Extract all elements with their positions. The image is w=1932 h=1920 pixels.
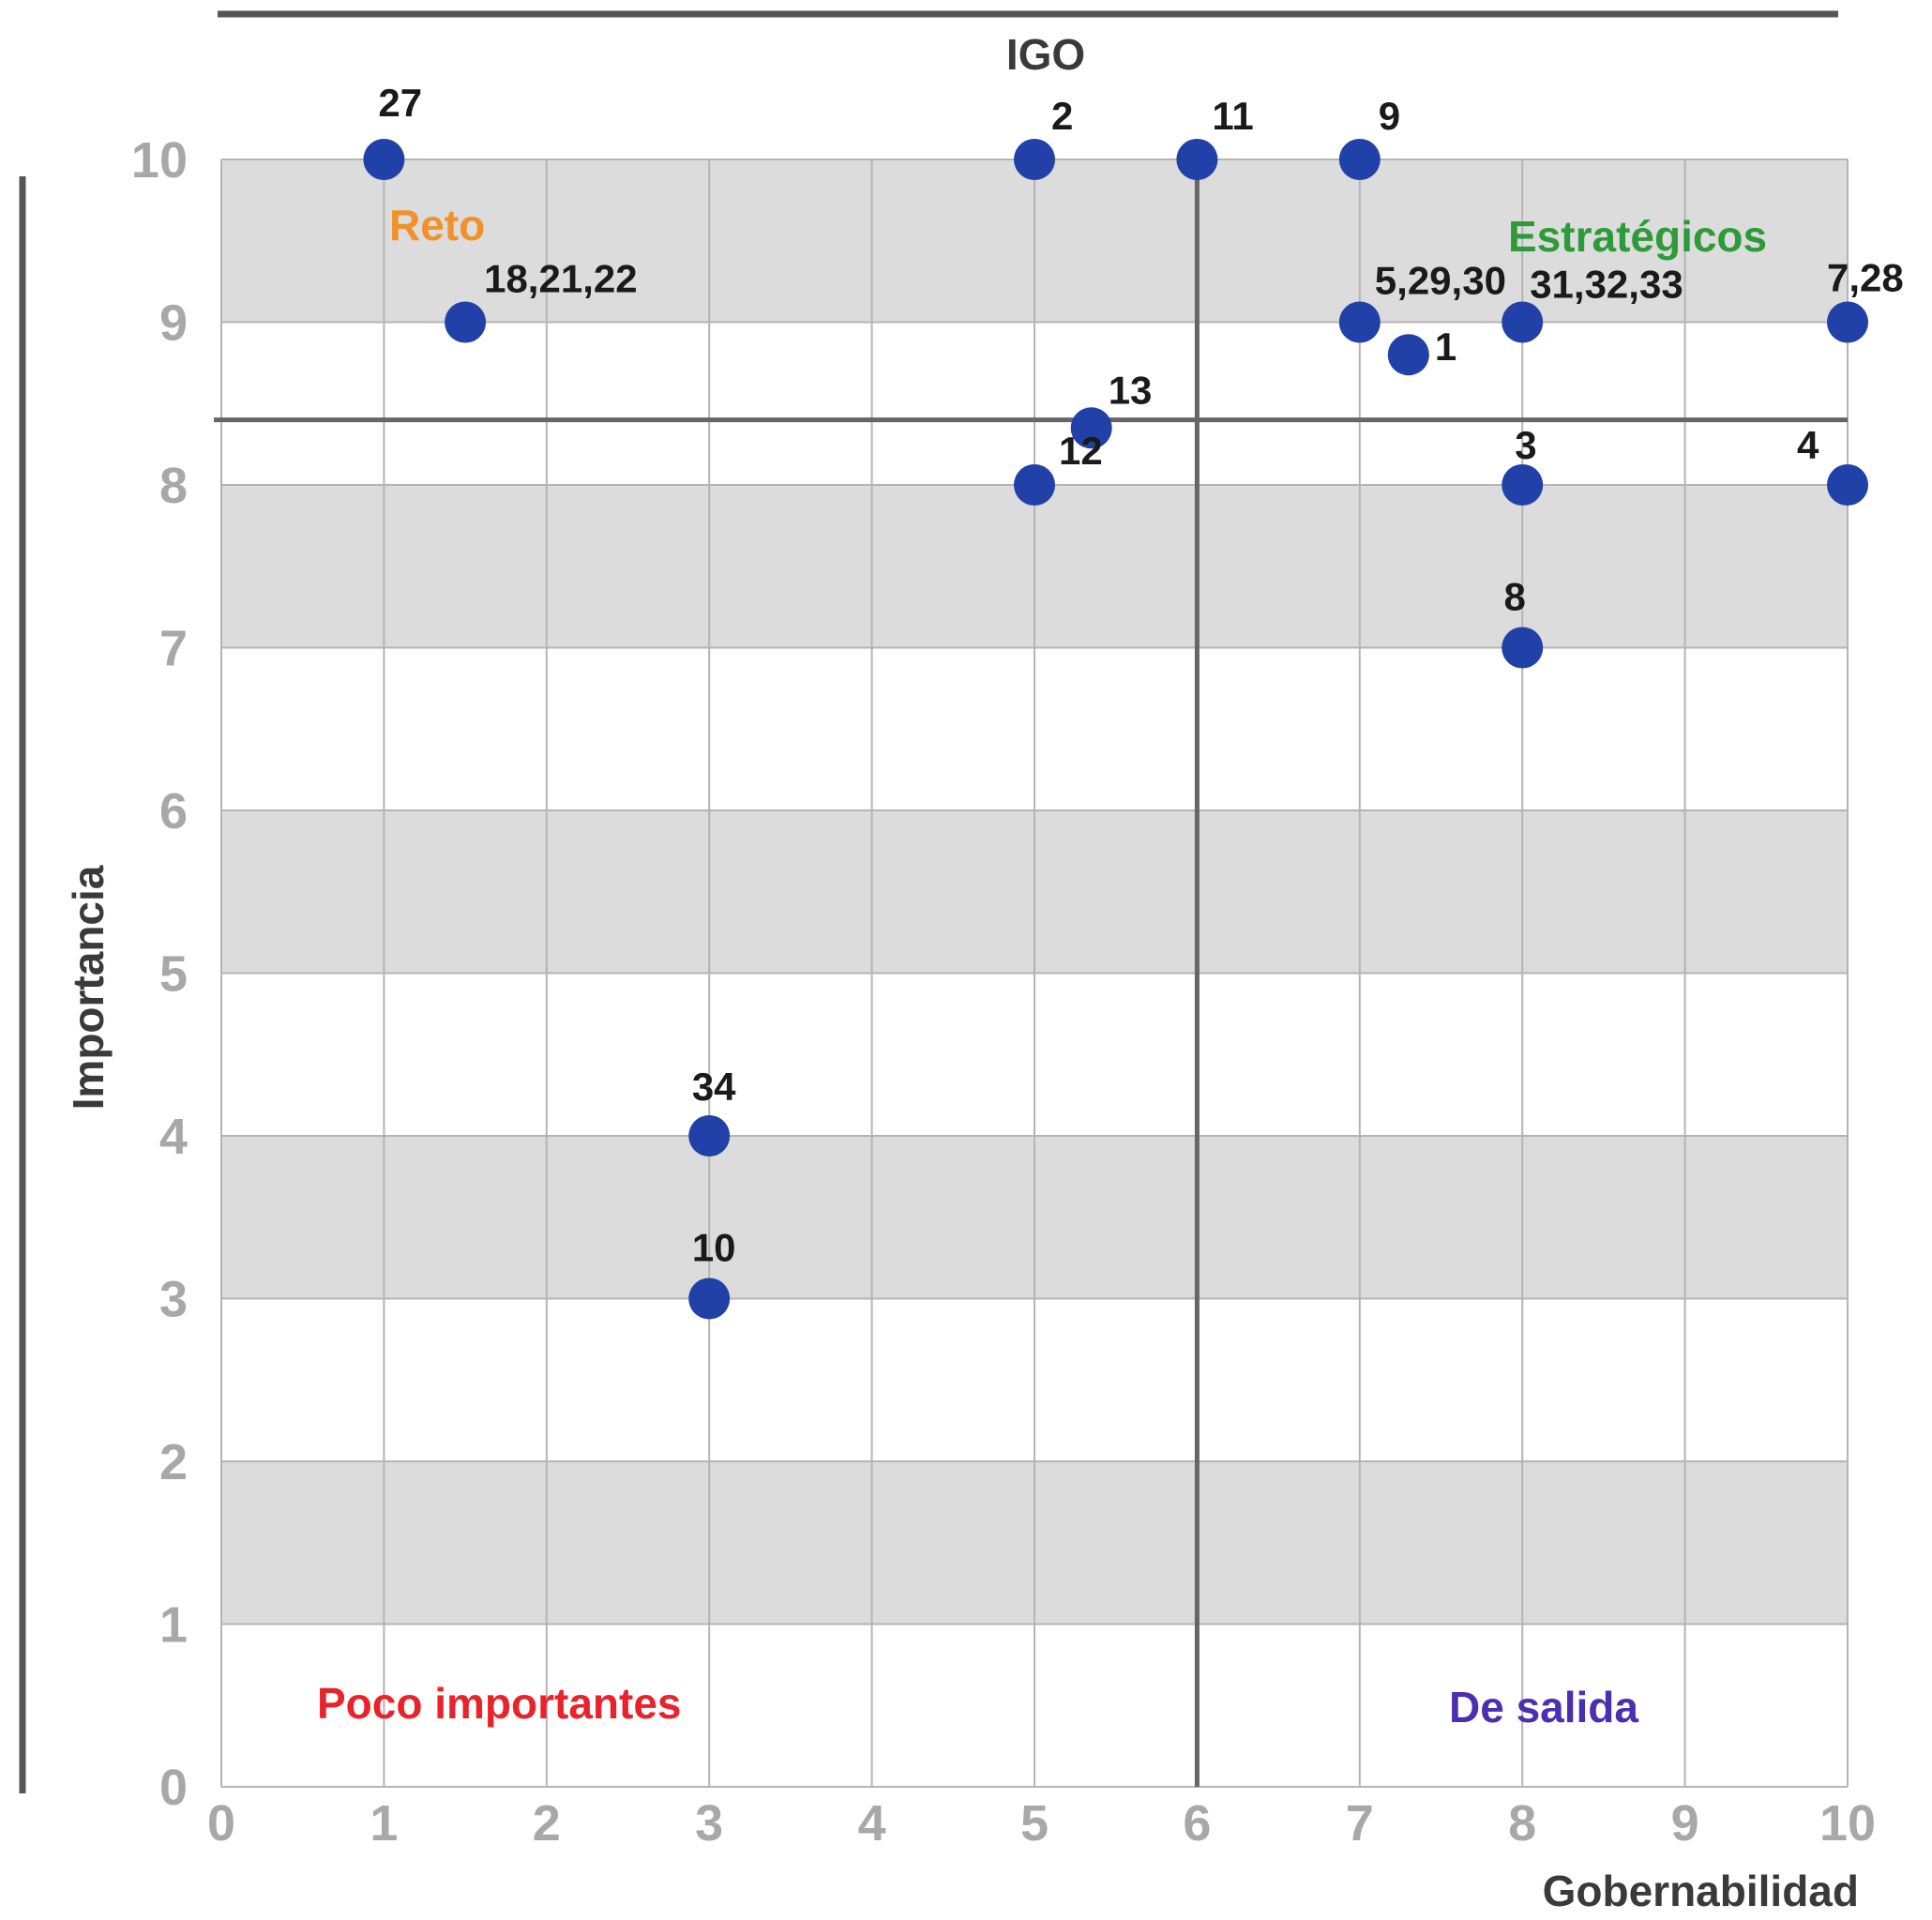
x-tick-label: 0	[207, 1795, 235, 1852]
quadrant-label-bottom-left: Poco importantes	[317, 1679, 682, 1728]
x-tick-label: 2	[533, 1795, 561, 1852]
data-point-9	[1338, 139, 1381, 180]
data-points	[363, 139, 1868, 1320]
data-point-3	[1502, 464, 1544, 506]
point-label-34: 34	[692, 1065, 736, 1109]
point-label-31-32-33: 31,32,33	[1530, 263, 1683, 307]
y-tick-label: 6	[159, 783, 188, 839]
y-tick-label: 8	[159, 458, 188, 514]
point-label-8: 8	[1504, 575, 1526, 619]
data-point-10	[688, 1277, 731, 1320]
data-point-7-28	[1827, 301, 1868, 343]
point-label-7-28: 7,28	[1827, 256, 1904, 300]
data-point-31-32-33	[1502, 301, 1544, 343]
x-tick-label: 3	[695, 1795, 723, 1852]
data-point-34	[688, 1115, 731, 1157]
point-label-4: 4	[1797, 423, 1819, 467]
data-point-18-21-22	[445, 301, 487, 343]
x-tick-label: 4	[858, 1795, 886, 1852]
x-tick-label: 8	[1508, 1795, 1536, 1852]
point-label-3: 3	[1515, 423, 1536, 467]
x-tick-label: 1	[370, 1795, 398, 1852]
x-tick-label: 5	[1020, 1795, 1049, 1852]
data-point-8	[1502, 627, 1544, 669]
data-point-12	[1014, 464, 1055, 506]
quadrant-label-top-left: Reto	[389, 201, 485, 249]
y-tick-label: 5	[159, 946, 188, 1003]
point-label-2: 2	[1051, 94, 1073, 138]
x-tick-label: 7	[1346, 1795, 1374, 1852]
point-label-9: 9	[1379, 94, 1400, 138]
y-tick-label: 10	[131, 132, 188, 189]
x-tick-label: 9	[1671, 1795, 1699, 1852]
point-label-12: 12	[1059, 429, 1103, 473]
x-axis-label: Gobernabilidad	[1543, 1867, 1859, 1915]
point-label-10: 10	[692, 1226, 736, 1270]
data-point-2	[1014, 139, 1055, 180]
x-tick-label: 10	[1819, 1795, 1876, 1852]
quadrant-label-top-right: Estratégicos	[1508, 212, 1767, 261]
point-label-27: 27	[378, 81, 422, 125]
quadrant-label-bottom-right: De salida	[1449, 1683, 1638, 1731]
point-label-5-29-30: 5,29,30	[1375, 259, 1506, 303]
x-tick-labels: 0 1 2 3 4 5 6 7 8 9 10	[207, 1795, 1876, 1852]
y-tick-label: 7	[159, 621, 188, 677]
data-point-11	[1176, 139, 1218, 180]
data-point-1	[1387, 334, 1429, 376]
y-tick-label: 3	[159, 1272, 188, 1328]
point-label-11: 11	[1212, 94, 1253, 138]
y-axis-label: Importancia	[64, 865, 113, 1110]
point-label-1: 1	[1435, 325, 1457, 369]
data-point-27	[363, 139, 405, 180]
y-tick-labels: 0 1 2 3 4 5 6 7 8 9 10	[131, 132, 188, 1816]
chart-title: IGO	[1006, 30, 1085, 79]
quadrant-dividers	[214, 154, 1848, 1787]
data-point-5-29-30	[1338, 301, 1381, 343]
data-point-4	[1827, 464, 1868, 506]
y-tick-label: 1	[159, 1597, 188, 1654]
y-tick-label: 4	[159, 1109, 188, 1165]
data-point-13	[1070, 407, 1112, 449]
point-label-18-21-22: 18,21,22	[484, 257, 638, 301]
y-tick-label: 9	[159, 295, 188, 352]
point-label-13: 13	[1109, 368, 1153, 412]
y-tick-label: 0	[159, 1760, 188, 1816]
quadrant-labels: Reto Estratégicos Poco importantes De salid…	[317, 201, 1767, 1731]
x-tick-label: 6	[1183, 1795, 1211, 1852]
y-tick-label: 2	[159, 1434, 188, 1490]
